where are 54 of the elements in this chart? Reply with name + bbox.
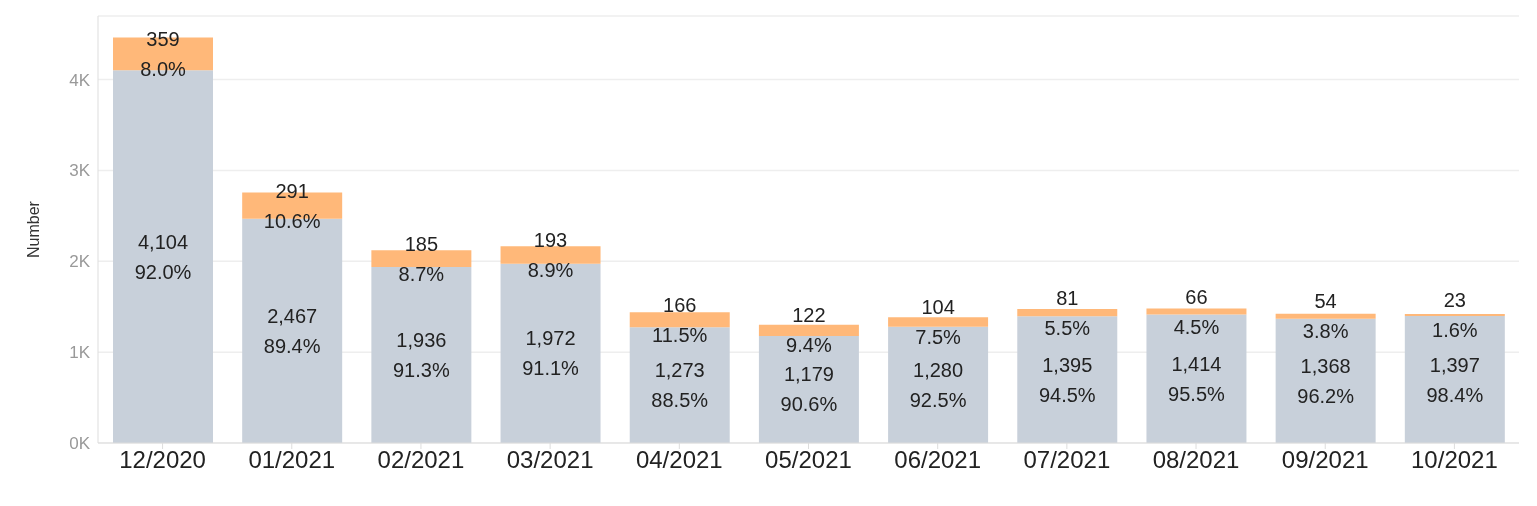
bar <box>758 324 859 336</box>
bar <box>1146 308 1247 315</box>
x-tick-label: 08/2021 <box>1152 446 1240 474</box>
bar <box>888 317 989 327</box>
data-label: 185 8.7% <box>398 232 445 285</box>
bar <box>1017 316 1118 443</box>
data-label: 1,397 98.4% <box>1426 353 1484 406</box>
bar <box>1404 316 1505 443</box>
x-tick-label: 07/2021 <box>1023 446 1111 474</box>
bar <box>1017 308 1118 317</box>
bar <box>1146 314 1247 443</box>
bar <box>888 326 989 443</box>
y-tick-label: 4K <box>69 70 91 90</box>
bar <box>500 246 601 264</box>
data-label: 81 5.5% <box>1044 286 1091 339</box>
data-label: 193 8.9% <box>527 229 574 282</box>
data-label: 1,936 91.3% <box>393 329 450 382</box>
data-label: 66 4.5% <box>1173 285 1220 338</box>
data-label: 1,273 88.5% <box>651 359 709 412</box>
y-tick-label: 2K <box>69 252 91 272</box>
x-tick-label: 05/2021 <box>765 446 852 474</box>
bar <box>1275 318 1376 443</box>
y-tick-label: 1K <box>69 343 91 363</box>
data-label: 166 11.5% <box>652 293 708 346</box>
y-tick-label: 3K <box>69 161 91 181</box>
bar <box>1404 313 1505 317</box>
x-tick-label: 10/2021 <box>1411 446 1498 474</box>
data-label: 4,104 92.0% <box>134 230 192 283</box>
bar <box>371 250 472 268</box>
data-label: 23 1.6% <box>1432 289 1478 342</box>
bar <box>629 327 730 443</box>
x-tick-label: 12/2020 <box>119 446 206 474</box>
bar <box>371 267 472 443</box>
x-tick-label: 01/2021 <box>248 446 336 474</box>
bar <box>629 312 730 328</box>
x-tick-label: 06/2021 <box>894 446 982 474</box>
data-label: 1,368 96.2% <box>1297 354 1355 407</box>
bar <box>1275 313 1376 319</box>
y-tick-label: 0K <box>69 434 91 454</box>
x-tick-label: 04/2021 <box>635 446 723 474</box>
data-label: 1,280 92.5% <box>909 358 967 411</box>
x-tick-label: 03/2021 <box>506 446 594 474</box>
data-label: 1,395 94.5% <box>1038 353 1096 406</box>
x-tick-label: 09/2021 <box>1281 446 1369 474</box>
data-label: 1,414 95.5% <box>1168 352 1226 405</box>
data-label: 1,972 91.1% <box>522 327 580 380</box>
data-label: 122 9.4% <box>786 304 832 357</box>
data-label: 104 7.5% <box>915 295 962 348</box>
bar <box>500 263 601 443</box>
y-axis-title: Number <box>24 200 42 258</box>
data-label: 2,467 89.4% <box>263 304 321 357</box>
data-label: 54 3.8% <box>1302 290 1349 343</box>
data-label: 1,179 90.6% <box>780 363 838 416</box>
x-tick-label: 02/2021 <box>377 446 465 474</box>
